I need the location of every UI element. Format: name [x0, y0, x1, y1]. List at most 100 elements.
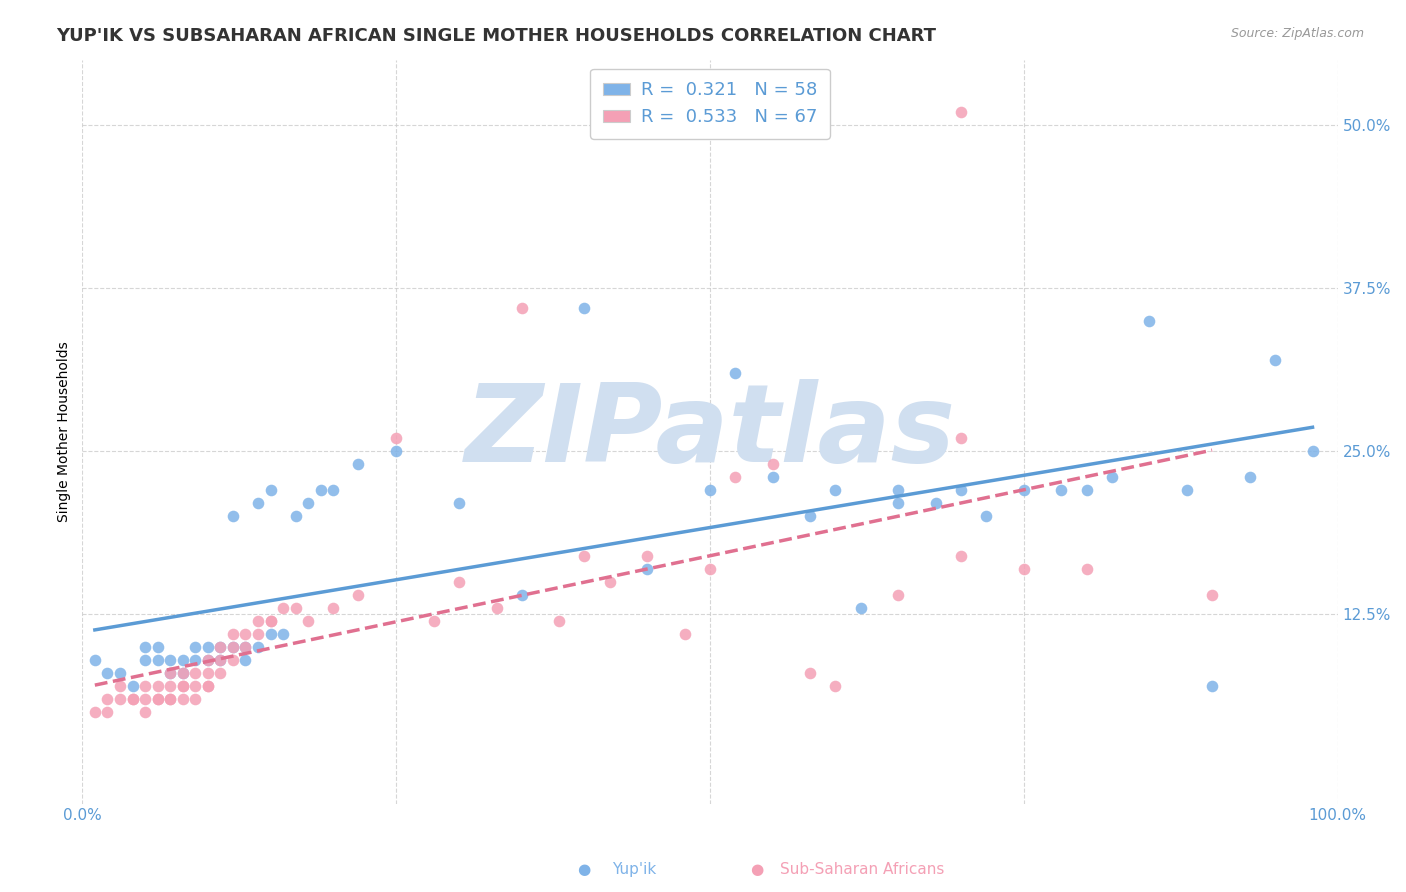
Point — [184, 692, 207, 706]
Text: Yup'ik: Yup'ik — [612, 863, 655, 877]
Point — [297, 614, 319, 628]
Point — [235, 640, 257, 654]
Point — [172, 679, 194, 693]
Point — [1076, 562, 1098, 576]
Point — [209, 640, 232, 654]
Point — [159, 692, 181, 706]
Y-axis label: Single Mother Households: Single Mother Households — [58, 342, 72, 522]
Point — [1201, 679, 1223, 693]
Point — [184, 679, 207, 693]
Point — [247, 614, 270, 628]
Point — [222, 653, 245, 667]
Point — [83, 653, 105, 667]
Point — [184, 666, 207, 681]
Point — [235, 640, 257, 654]
Point — [322, 600, 344, 615]
Point — [950, 549, 973, 563]
Point — [134, 640, 156, 654]
Point — [146, 692, 169, 706]
Point — [762, 457, 785, 471]
Point — [385, 444, 408, 458]
Point — [172, 653, 194, 667]
Point — [134, 679, 156, 693]
Point — [1012, 562, 1035, 576]
Point — [724, 366, 747, 380]
Point — [121, 679, 143, 693]
Point — [447, 496, 470, 510]
Point — [887, 483, 910, 498]
Point — [284, 509, 307, 524]
Point — [247, 496, 270, 510]
Point — [887, 588, 910, 602]
Point — [222, 640, 245, 654]
Point — [574, 549, 596, 563]
Point — [108, 666, 131, 681]
Point — [121, 692, 143, 706]
Point — [247, 640, 270, 654]
Point — [197, 653, 219, 667]
Point — [197, 640, 219, 654]
Point — [385, 431, 408, 445]
Point — [724, 470, 747, 484]
Text: ●: ● — [576, 863, 591, 877]
Point — [222, 627, 245, 641]
Point — [159, 666, 181, 681]
Point — [1302, 444, 1324, 458]
Point — [309, 483, 332, 498]
Point — [271, 627, 294, 641]
Point — [259, 483, 281, 498]
Point — [510, 301, 533, 315]
Point — [247, 627, 270, 641]
Point — [887, 496, 910, 510]
Point — [1201, 588, 1223, 602]
Point — [172, 692, 194, 706]
Point — [297, 496, 319, 510]
Legend: R =  0.321   N = 58, R =  0.533   N = 67: R = 0.321 N = 58, R = 0.533 N = 67 — [591, 69, 830, 139]
Point — [950, 431, 973, 445]
Point — [159, 692, 181, 706]
Point — [824, 679, 846, 693]
Point — [259, 614, 281, 628]
Point — [159, 679, 181, 693]
Point — [1264, 352, 1286, 367]
Text: YUP'IK VS SUBSAHARAN AFRICAN SINGLE MOTHER HOUSEHOLDS CORRELATION CHART: YUP'IK VS SUBSAHARAN AFRICAN SINGLE MOTH… — [56, 27, 936, 45]
Point — [1012, 483, 1035, 498]
Point — [1239, 470, 1261, 484]
Point — [950, 104, 973, 119]
Text: Sub-Saharan Africans: Sub-Saharan Africans — [780, 863, 945, 877]
Point — [510, 588, 533, 602]
Point — [574, 301, 596, 315]
Point — [799, 509, 821, 524]
Point — [108, 679, 131, 693]
Point — [172, 666, 194, 681]
Point — [197, 679, 219, 693]
Point — [108, 692, 131, 706]
Point — [184, 653, 207, 667]
Point — [673, 627, 696, 641]
Point — [209, 653, 232, 667]
Point — [146, 679, 169, 693]
Point — [235, 627, 257, 641]
Point — [134, 705, 156, 719]
Point — [222, 509, 245, 524]
Point — [259, 627, 281, 641]
Point — [197, 666, 219, 681]
Point — [146, 692, 169, 706]
Point — [322, 483, 344, 498]
Point — [197, 653, 219, 667]
Point — [259, 614, 281, 628]
Point — [762, 470, 785, 484]
Point — [1137, 313, 1160, 327]
Point — [209, 640, 232, 654]
Point — [423, 614, 446, 628]
Point — [209, 666, 232, 681]
Point — [209, 653, 232, 667]
Point — [347, 588, 370, 602]
Point — [197, 679, 219, 693]
Point — [699, 562, 721, 576]
Point — [134, 692, 156, 706]
Point — [447, 574, 470, 589]
Point — [849, 600, 872, 615]
Point — [925, 496, 948, 510]
Point — [599, 574, 621, 589]
